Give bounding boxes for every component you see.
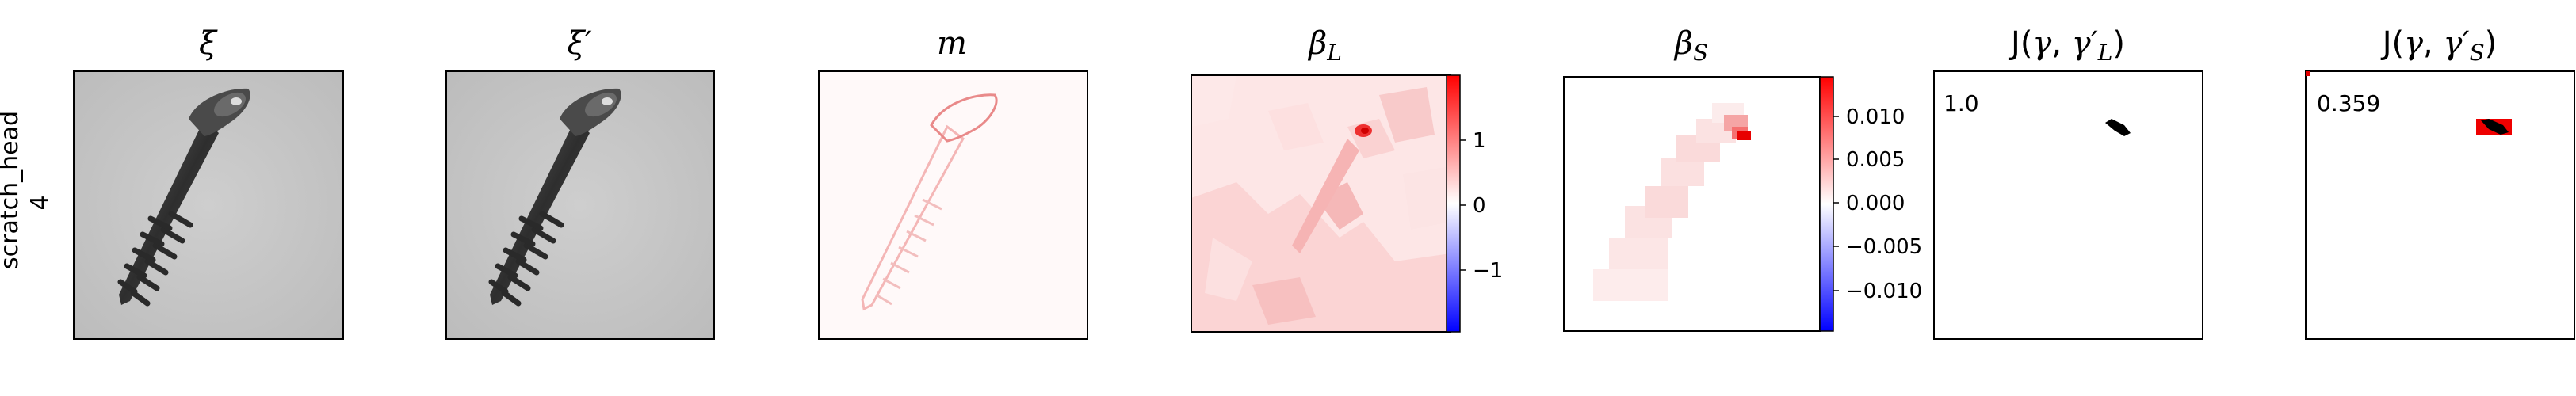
panel-xi-prime: ξ′	[445, 25, 715, 340]
mask-screw-outline	[861, 93, 998, 311]
panel-mask: m	[818, 25, 1088, 340]
beta-s-tick-0010: 0.010	[1846, 105, 1905, 129]
beta-s-colorbar	[1819, 76, 1834, 332]
panel-beta-l-title-sub: L	[1326, 40, 1342, 66]
panel-j-l: J(γ, γ′L) 1.0	[1933, 25, 2203, 340]
row-label-index: 4	[26, 195, 54, 210]
beta-l-tick-0: 0	[1473, 194, 1486, 218]
j-s-score: 0.359	[2317, 90, 2380, 116]
beta-l-tick-neg1: −1	[1473, 259, 1503, 283]
xi-prime-frame	[445, 70, 715, 340]
panel-j-l-title: J(γ, γ′L)	[2008, 25, 2125, 66]
panel-j-s-title: J(γ, γ′S)	[2380, 25, 2498, 66]
panel-xi-prime-title: ξ′	[567, 25, 591, 62]
beta-s-tick-neg0005: −0.005	[1846, 235, 1922, 259]
beta-l-tick-1: 1	[1473, 129, 1486, 153]
j-l-blob	[2105, 119, 2131, 136]
beta-s-blocks	[1593, 103, 1751, 301]
xi-frame	[73, 70, 344, 340]
j-l-score: 1.0	[1943, 90, 1979, 116]
panel-j-s: J(γ, γ′S) 0.359	[2305, 25, 2575, 340]
beta-l-colorbar	[1446, 74, 1461, 333]
j-s-frame	[2305, 70, 2575, 340]
panel-xi: ξ	[73, 25, 344, 340]
mask-image-background	[819, 71, 1087, 339]
panel-beta-s-title: βS	[1673, 25, 1708, 66]
panel-beta-s-title-main: β	[1673, 25, 1693, 62]
panel-beta-s-title-sub: S	[1693, 40, 1708, 66]
mask-frame	[818, 70, 1088, 340]
panel-beta-l: βL 1 0 −1	[1191, 25, 1503, 333]
beta-s-tick-0000: 0.000	[1846, 192, 1905, 215]
panel-beta-s: βS 0.010 0.005 0.000 −0.005 −0.010	[1563, 25, 1922, 332]
panel-beta-l-title-main: β	[1307, 25, 1327, 62]
panel-xi-title: ξ	[199, 25, 218, 62]
beta-s-tick-0005: 0.005	[1846, 148, 1905, 172]
row-label-name: scratch_head	[0, 111, 24, 269]
beta-l-regions	[1191, 75, 1450, 332]
j-l-frame	[1933, 70, 2203, 340]
panel-mask-title: m	[937, 25, 967, 62]
beta-s-tick-neg0010: −0.010	[1846, 280, 1922, 303]
j-s-blob	[2481, 119, 2509, 135]
panel-beta-l-title: βL	[1307, 25, 1342, 66]
